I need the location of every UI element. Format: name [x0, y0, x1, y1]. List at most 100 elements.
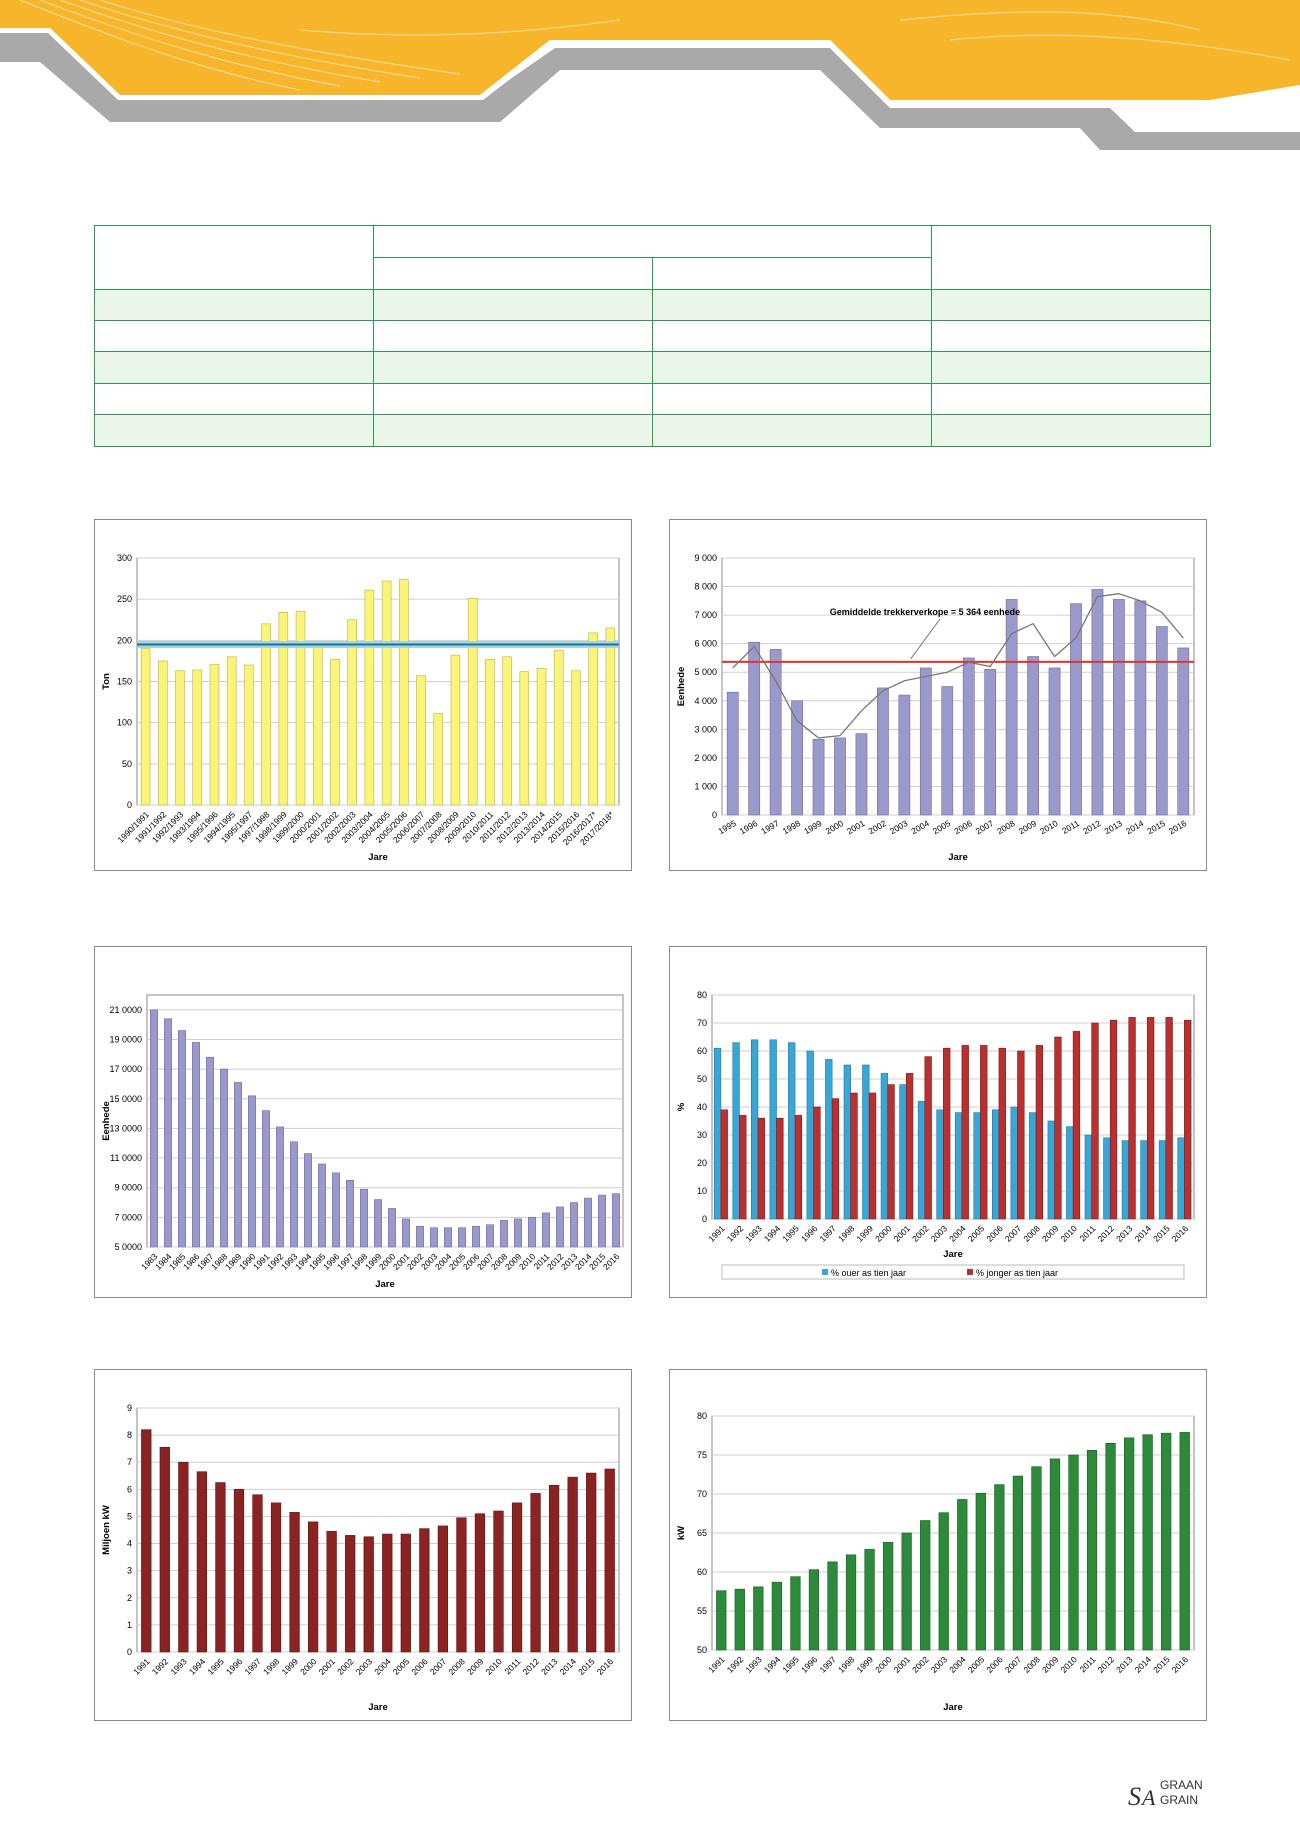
- bar: [486, 1224, 494, 1248]
- bar: [843, 1064, 851, 1220]
- y-tick-label: 300: [117, 553, 132, 563]
- bar: [388, 1208, 396, 1248]
- y-tick-label: 75: [697, 1450, 707, 1460]
- y-tick-label: 4: [127, 1539, 132, 1549]
- bar: [924, 1056, 932, 1220]
- x-tick-label: 2005: [931, 818, 953, 836]
- y-tick-label: 3 000: [694, 724, 717, 734]
- bar: [776, 1117, 784, 1220]
- bar: [474, 1513, 486, 1653]
- x-tick-label: 2013: [1114, 1223, 1135, 1244]
- bar: [961, 1045, 969, 1220]
- bar: [178, 1030, 186, 1248]
- y-tick-label: 5: [127, 1511, 132, 1521]
- legend-label: % jonger as tien jaar: [976, 1268, 1058, 1278]
- bar: [1017, 1050, 1025, 1220]
- table-header-cell: [94, 225, 374, 290]
- x-tick-label: 2000: [298, 1656, 319, 1677]
- sa-graan-grain-logo: S A GRAAN GRAIN: [1128, 1778, 1203, 1811]
- bar: [812, 739, 825, 816]
- chart-3: 5 0000 7 0000 9 0000 11 0000 13 0000 15 0000 1…: [101, 994, 624, 1290]
- x-tick-label: 2002: [910, 1654, 931, 1675]
- x-tick-label: 2013: [539, 1656, 560, 1677]
- y-tick-label: 3: [127, 1566, 132, 1576]
- bar: [290, 1141, 298, 1248]
- x-axis-title: Jare: [368, 1702, 388, 1713]
- bar: [472, 1225, 480, 1248]
- bar: [751, 1039, 759, 1220]
- bar: [346, 1179, 354, 1248]
- bar: [1091, 1022, 1099, 1220]
- x-tick-label: 1998: [836, 1654, 857, 1675]
- bar: [458, 1227, 466, 1248]
- bar: [788, 1042, 796, 1220]
- bar: [917, 1101, 926, 1220]
- x-tick-label: 1999: [802, 818, 824, 836]
- trend-line: [732, 593, 1184, 739]
- x-tick-label: 2002: [867, 818, 889, 836]
- bar: [158, 660, 168, 806]
- y-tick-label: 100: [117, 718, 132, 728]
- bar: [954, 1112, 963, 1220]
- x-tick-label: 2010: [1058, 1654, 1079, 1675]
- y-tick-label: 1 000: [694, 781, 717, 791]
- x-tick-label: 2001: [317, 1656, 338, 1677]
- y-tick-label: 70: [697, 1489, 707, 1499]
- annotation-arrow: [910, 618, 941, 660]
- bar: [570, 1202, 578, 1248]
- x-tick-label: 1991: [131, 1656, 152, 1677]
- bar: [598, 1194, 606, 1248]
- x-tick-label: 1997: [817, 1654, 838, 1675]
- bar: [957, 1499, 968, 1651]
- bar: [1103, 1137, 1111, 1220]
- x-axis-title: Jare: [943, 1249, 963, 1260]
- x-tick-label: 2010: [483, 1656, 504, 1677]
- y-axis-title: %: [676, 1102, 687, 1111]
- bar: [1048, 667, 1061, 816]
- x-tick-label: 1995: [780, 1223, 801, 1244]
- x-tick-label: 1995: [205, 1656, 226, 1677]
- y-tick-label: 0: [702, 1214, 707, 1224]
- bar: [312, 646, 323, 806]
- x-tick-label: 2014: [1133, 1654, 1154, 1675]
- bar: [234, 1082, 242, 1248]
- bar: [528, 1217, 536, 1248]
- bar: [1010, 1106, 1018, 1220]
- bar: [416, 1225, 424, 1248]
- x-tick-label: 1993: [743, 1223, 764, 1244]
- y-tick-label: 13 0000: [109, 1123, 142, 1133]
- table-row: [94, 289, 1211, 321]
- x-tick-label: 2004: [947, 1223, 968, 1244]
- bar: [548, 1484, 560, 1653]
- bar: [467, 598, 478, 806]
- bar: [556, 1206, 564, 1248]
- x-tick-label: 2000: [873, 1654, 894, 1675]
- banner-white-gap: [0, 28, 1300, 106]
- x-tick-label: 2009: [1040, 1654, 1061, 1675]
- x-tick-label: 2016: [1170, 1654, 1191, 1675]
- legend-swatch: [822, 1269, 828, 1275]
- bar: [739, 1115, 747, 1220]
- bar: [868, 1092, 877, 1220]
- bar: [1155, 626, 1168, 816]
- bar: [1031, 1466, 1042, 1651]
- x-tick-label: 1997: [817, 1223, 838, 1244]
- bar: [304, 1153, 312, 1248]
- bar: [536, 668, 547, 806]
- y-tick-label: 60: [697, 1046, 707, 1056]
- bar: [877, 687, 889, 816]
- x-tick-label: 2015: [1145, 818, 1167, 836]
- x-axis-title: Jare: [368, 852, 388, 863]
- x-tick-label: 1996: [799, 1654, 820, 1675]
- bar: [713, 1047, 722, 1220]
- bar: [175, 670, 185, 806]
- chart-2: 0 1 000 2 000 3 000 4 000 5 000 6 000 7 000 8 00…: [676, 553, 1195, 863]
- y-axis-title: Miljoen kW: [101, 1505, 112, 1555]
- x-tick-label: 2013: [1114, 1654, 1135, 1675]
- y-axis-title: Eenhede: [101, 1101, 112, 1141]
- y-tick-label: 6: [127, 1484, 132, 1494]
- x-tick-label: 2012: [1081, 818, 1103, 836]
- annotation: Gemiddelde trekkerverkope = 5 364 eenhed…: [830, 607, 1020, 617]
- bar: [399, 579, 409, 806]
- x-tick-label: 2015: [1151, 1223, 1172, 1244]
